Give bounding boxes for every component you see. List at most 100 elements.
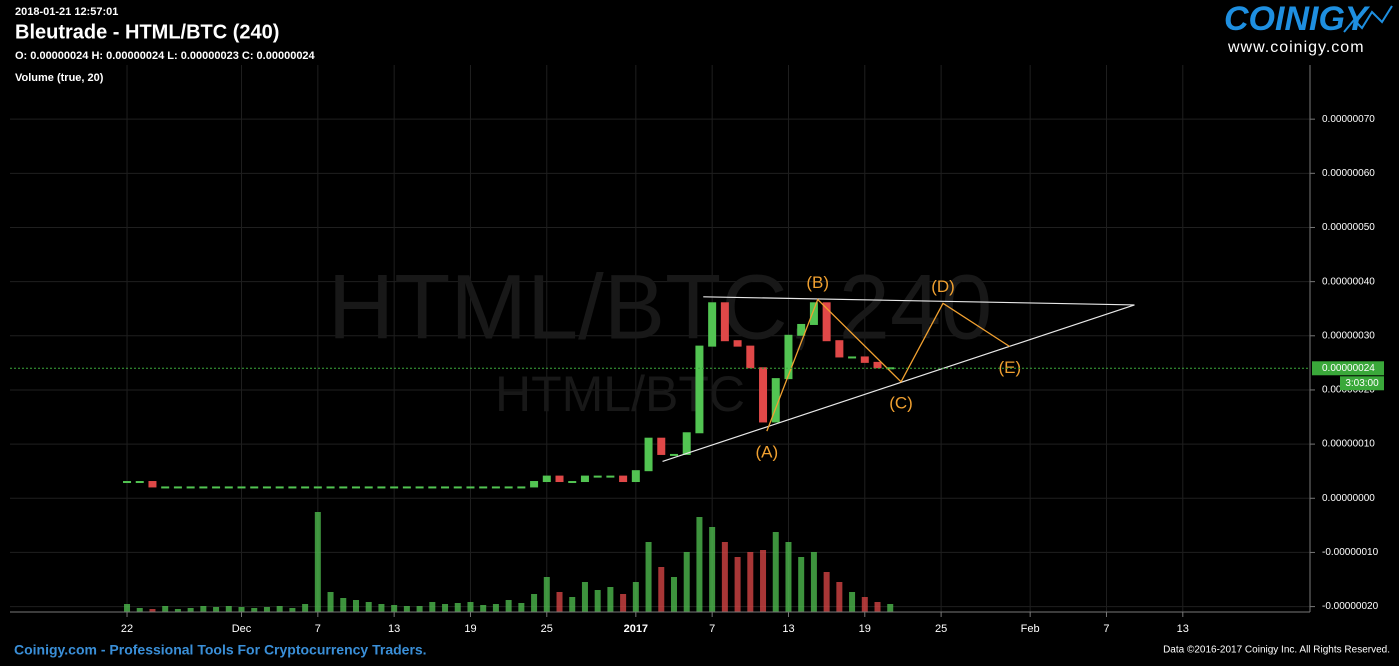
candle — [199, 486, 208, 489]
candle — [555, 475, 564, 483]
candle — [148, 481, 157, 488]
candle — [695, 345, 704, 434]
y-tick-label: 0.00000010 — [1322, 439, 1375, 450]
countdown-tag — [1340, 376, 1384, 391]
volume-bar — [823, 572, 830, 612]
wave-label: (D) — [931, 277, 955, 296]
volume-bar — [874, 602, 881, 612]
candle — [631, 470, 640, 483]
volume-bar — [314, 512, 321, 612]
volume-bar — [162, 606, 169, 612]
volume-bar — [658, 567, 665, 612]
volume-bar — [365, 602, 372, 612]
candle — [173, 486, 182, 489]
candle — [364, 486, 373, 489]
candle — [822, 302, 831, 342]
candle — [504, 486, 513, 489]
volume-bar — [480, 605, 487, 612]
volume-bar — [620, 594, 627, 612]
candle — [161, 486, 170, 489]
candle — [835, 340, 844, 358]
x-tick-label: 25 — [541, 623, 553, 635]
volume-bar — [531, 594, 538, 612]
candle — [466, 486, 475, 489]
x-tick-label: 13 — [1177, 623, 1189, 635]
candle — [377, 486, 386, 489]
candle — [313, 486, 322, 489]
volume-bar — [836, 582, 843, 612]
volume-bar — [391, 605, 398, 612]
volume-bar — [734, 557, 741, 612]
volume-bar — [263, 607, 270, 612]
volume-bar — [429, 602, 436, 612]
candle — [135, 481, 144, 484]
candle — [797, 323, 806, 336]
candle — [682, 432, 691, 455]
timestamp: 2018-01-21 12:57:01 — [15, 6, 118, 18]
volume-bar — [569, 597, 576, 612]
candle — [542, 475, 551, 483]
volume-bar — [772, 532, 779, 612]
wave-label: (B) — [806, 273, 829, 292]
volume-bar — [747, 552, 754, 612]
candle — [390, 486, 399, 489]
candle — [759, 367, 768, 423]
volume-bar — [251, 608, 258, 612]
volume-bar — [709, 527, 716, 612]
y-tick-label: -0.00000020 — [1322, 601, 1379, 612]
y-tick-label: 0.00000000 — [1322, 493, 1375, 504]
volume-bar — [276, 606, 283, 612]
candle — [848, 356, 857, 359]
candle — [720, 302, 729, 342]
candle — [453, 486, 462, 489]
volume-bar — [721, 542, 728, 612]
footer-left: Coinigy.com - Professional Tools For Cry… — [14, 642, 427, 658]
candle — [237, 486, 246, 489]
watermark: HTML/BTC, 240 — [328, 256, 993, 358]
candle — [415, 486, 424, 489]
x-tick-label: 7 — [709, 623, 715, 635]
wave-label: (C) — [889, 393, 913, 412]
volume-bar — [442, 604, 449, 612]
candle — [479, 486, 488, 489]
x-tick-label: 7 — [315, 623, 321, 635]
wave-line — [766, 298, 1011, 432]
volume-bar — [785, 542, 792, 612]
x-tick-label: 22 — [121, 623, 133, 635]
candle — [530, 481, 539, 488]
x-tick-label: 13 — [388, 623, 400, 635]
volume-bar — [543, 577, 550, 612]
y-tick-label: 0.00000050 — [1322, 222, 1375, 233]
x-tick-label: 19 — [859, 623, 871, 635]
volume-bar — [810, 552, 817, 612]
candle — [441, 486, 450, 489]
wave-label: (A) — [756, 443, 779, 462]
candle — [428, 486, 437, 489]
volume-bar — [607, 587, 614, 612]
price-tag-label: 0.00000024 — [1322, 363, 1375, 374]
volume-bar — [861, 597, 868, 612]
candle — [606, 475, 615, 478]
candle — [326, 486, 335, 489]
candle — [809, 302, 818, 325]
candle — [186, 486, 195, 489]
volume-bar — [518, 603, 525, 612]
volume-bar — [467, 602, 474, 612]
volume-bar — [581, 582, 588, 612]
chart-title: Bleutrade - HTML/BTC (240) — [15, 21, 279, 43]
x-tick-label: Dec — [232, 623, 252, 635]
watermark-sub: HTML/BTC — [495, 366, 745, 422]
footer-right: Data ©2016-2017 Coinigy Inc. All Rights … — [1163, 645, 1390, 656]
volume-bar — [632, 582, 639, 612]
candle — [580, 475, 589, 483]
candle — [669, 453, 678, 456]
volume-bar — [340, 598, 347, 612]
candle — [275, 486, 284, 489]
candle — [123, 481, 132, 484]
x-tick-label: 2017 — [624, 623, 648, 635]
volume-bar — [352, 600, 359, 612]
x-tick-label: Feb — [1021, 623, 1040, 635]
volume-bar — [683, 552, 690, 612]
candle — [593, 475, 602, 478]
